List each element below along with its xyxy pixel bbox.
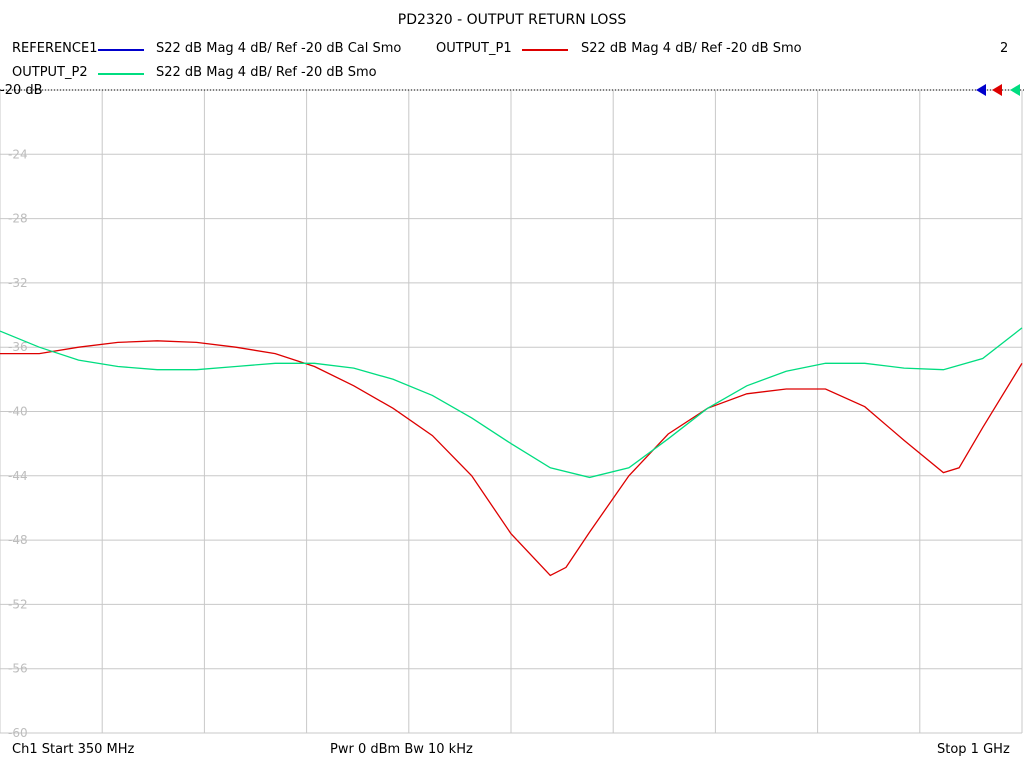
reference-marker <box>992 84 1002 96</box>
y-tick-label: -36 <box>8 340 28 354</box>
legend-swatch-output-p2 <box>98 73 144 75</box>
trace-count-label: 2 <box>1000 41 1009 56</box>
legend-desc-output-p1: S22 dB Mag 4 dB/ Ref -20 dB Smo <box>581 41 802 56</box>
y-tick-label: -40 <box>8 405 28 419</box>
y-tick-label: -28 <box>8 212 28 226</box>
legend-swatch-reference1 <box>98 49 144 51</box>
legend-name-reference1: REFERENCE1 <box>12 41 98 56</box>
y-tick-label: -60 <box>8 726 28 740</box>
footer-power-bandwidth: Pwr 0 dBm Bw 10 kHz <box>330 742 473 757</box>
y-tick-label: -48 <box>8 533 28 547</box>
y-tick-label: -32 <box>8 276 28 290</box>
y-tick-label: -52 <box>8 597 28 611</box>
y-tick-label: -56 <box>8 662 28 676</box>
chart-grid <box>0 89 1023 734</box>
footer-stop: Stop 1 GHz <box>937 742 1010 757</box>
legend-name-output-p2: OUTPUT_P2 <box>12 65 88 80</box>
legend-name-output-p1: OUTPUT_P1 <box>436 41 512 56</box>
series-line-output-p2 <box>0 327 1023 479</box>
chart-title: PD2320 - OUTPUT RETURN LOSS <box>397 12 627 28</box>
legend-desc-output-p2: S22 dB Mag 4 dB/ Ref -20 dB Smo <box>156 65 377 80</box>
series-line-output-p1 <box>0 340 1023 577</box>
footer-start: Ch1 Start 350 MHz <box>12 742 135 757</box>
y-tick-labels: -24 -28 -32 -36 -40 -44 -48 -52 -56 -60 <box>8 147 28 740</box>
reference-marker <box>1010 84 1020 96</box>
legend-desc-reference1: S22 dB Mag 4 dB/ Ref -20 dB Cal Smo <box>156 41 402 56</box>
legend-row-1: REFERENCE1 S22 dB Mag 4 dB/ Ref -20 dB C… <box>0 41 1024 61</box>
legend-swatch-output-p1 <box>522 49 568 51</box>
legend-row-2: OUTPUT_P2 S22 dB Mag 4 dB/ Ref -20 dB Sm… <box>0 65 1024 85</box>
reference-label: -20 dB <box>0 83 43 98</box>
status-footer: Ch1 Start 350 MHz Pwr 0 dBm Bw 10 kHz St… <box>0 742 1024 762</box>
reference-marker <box>976 84 986 96</box>
reference-markers <box>976 84 1020 96</box>
chart-traces <box>0 327 1023 577</box>
y-tick-label: -24 <box>8 147 28 161</box>
y-tick-label: -44 <box>8 469 28 483</box>
